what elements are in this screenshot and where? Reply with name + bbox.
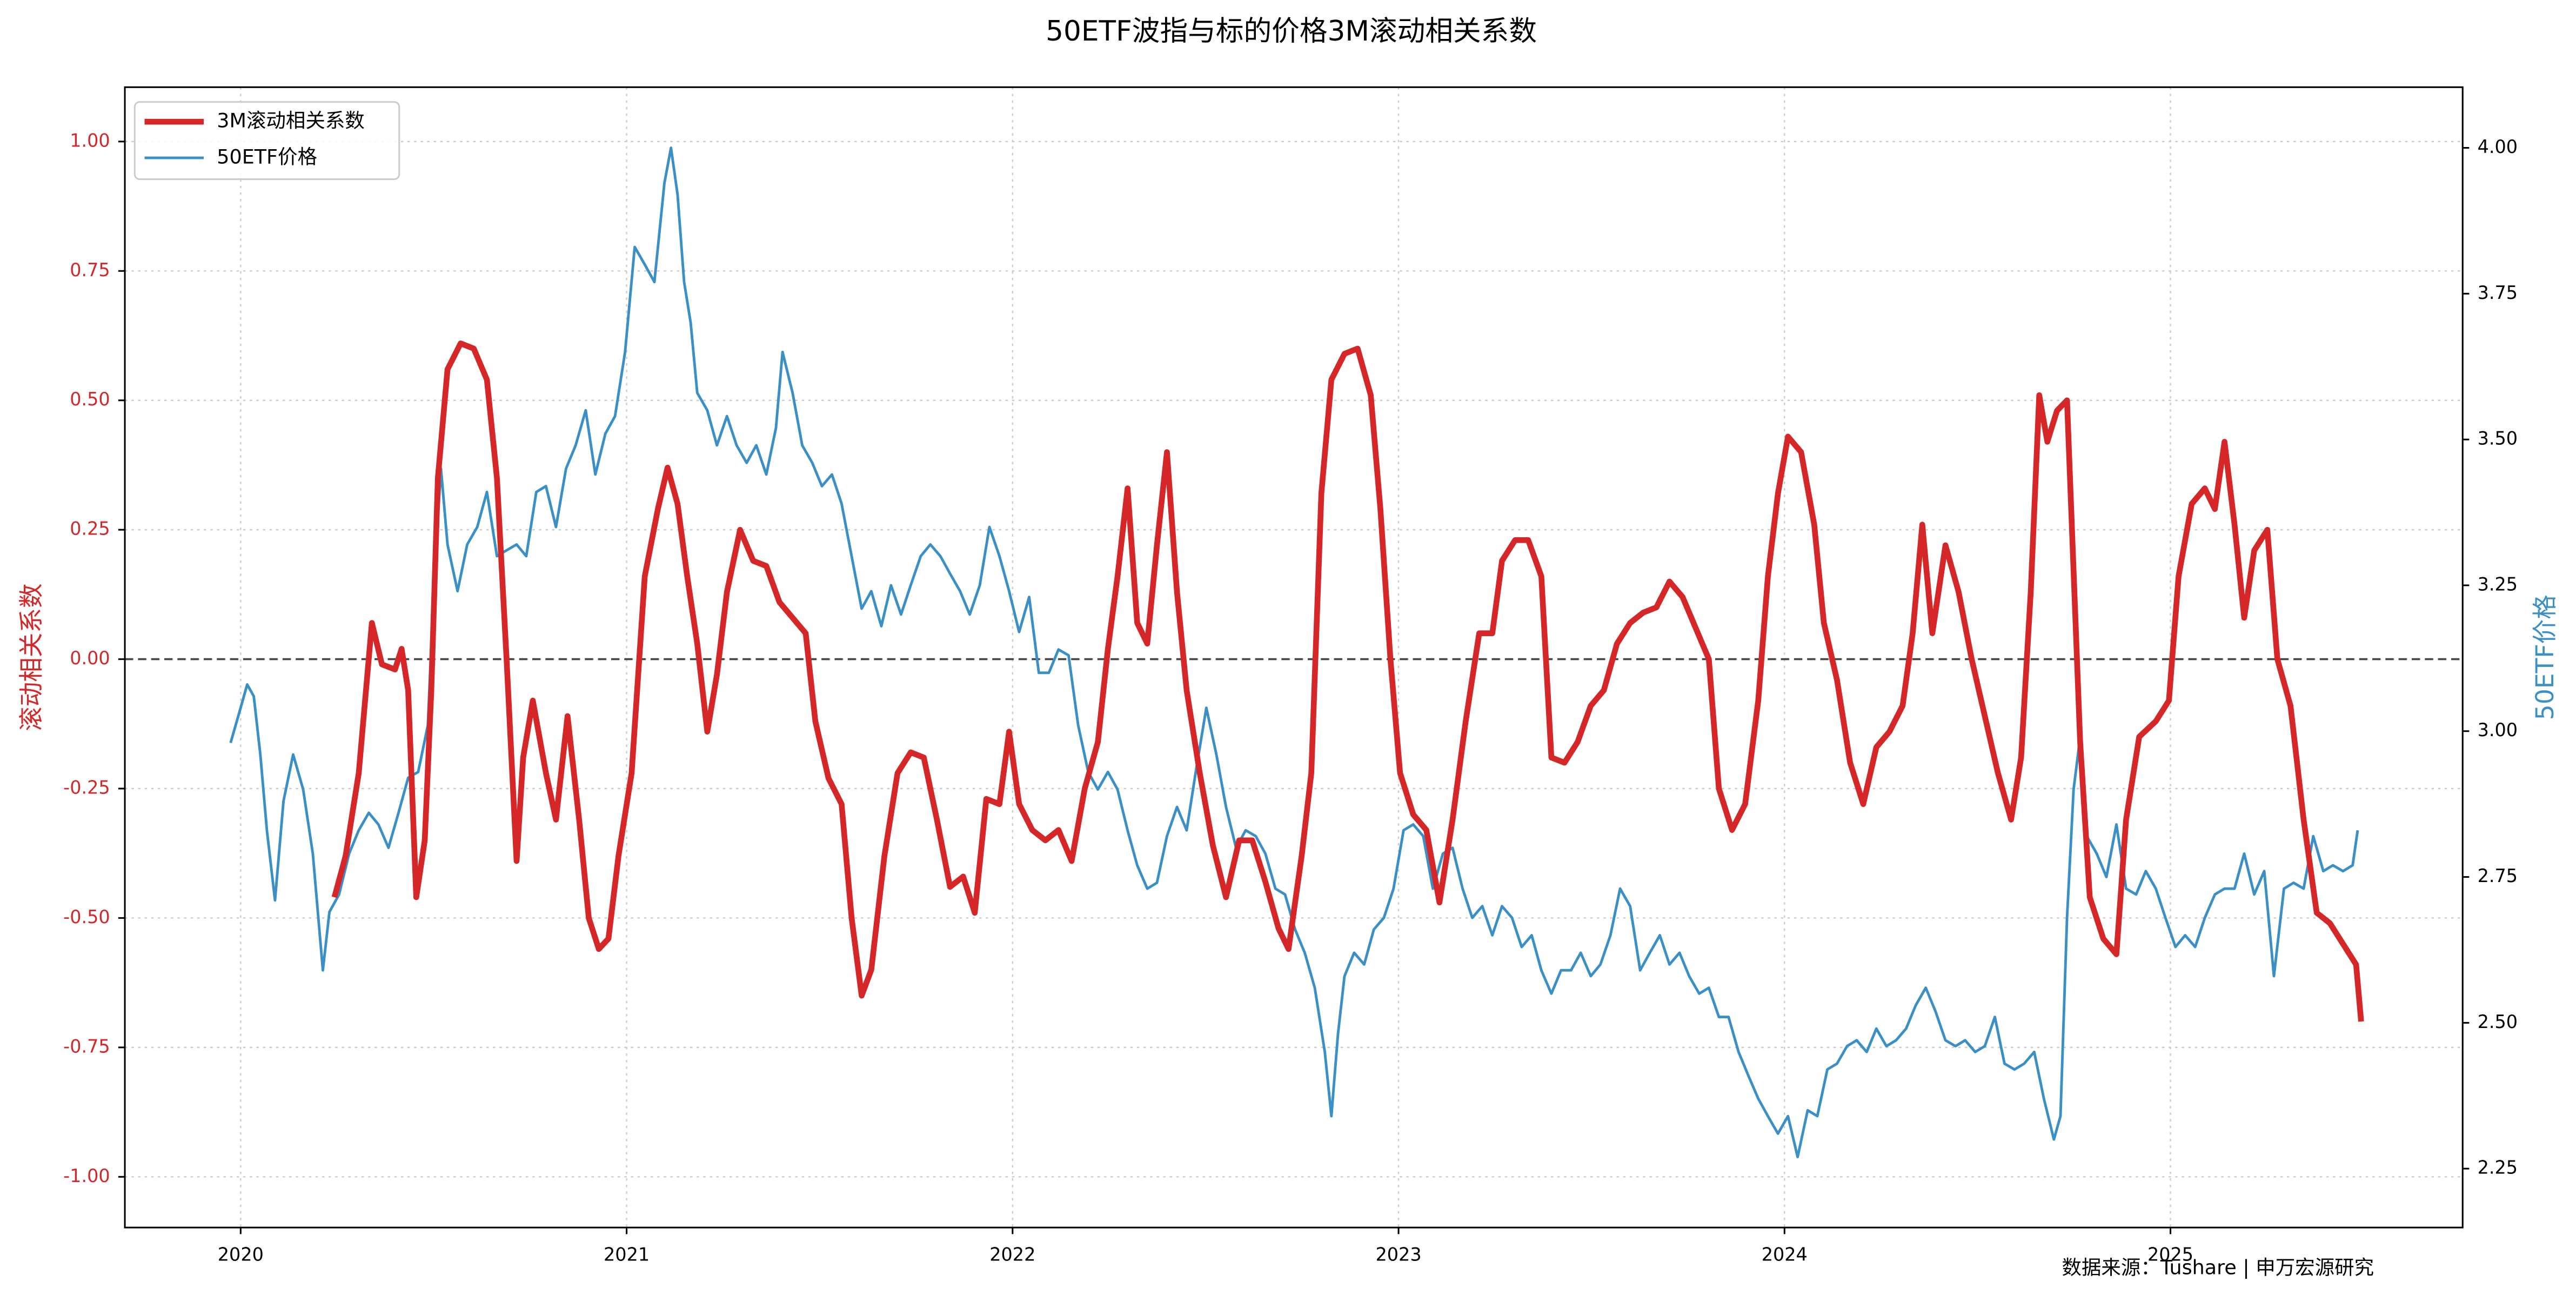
y-axis-label: 滚动相关系数 xyxy=(17,583,45,731)
y-tick-label: 0.75 xyxy=(70,259,110,281)
legend-label: 3M滚动相关系数 xyxy=(217,109,364,132)
chart-title: 50ETF波指与标的价格3M滚动相关系数 xyxy=(1046,15,1537,48)
y-tick-label: 1.00 xyxy=(70,130,110,151)
plot-frame xyxy=(124,86,2464,1229)
y-tick-label: -0.75 xyxy=(63,1036,110,1057)
x-tick-label: 2022 xyxy=(989,1244,1035,1265)
x-tick-label: 2020 xyxy=(218,1244,264,1265)
y-tick-label: 0.50 xyxy=(70,389,110,410)
series-line xyxy=(229,146,2359,1159)
series-line xyxy=(331,341,2364,1022)
legend: 3M滚动相关系数 50ETF价格 xyxy=(133,101,400,181)
y-tick-label: -1.00 xyxy=(63,1165,110,1186)
x-tick-label: 2023 xyxy=(1376,1244,1422,1265)
y-tick-label: 0.25 xyxy=(70,518,110,539)
y2-tick-label: 3.25 xyxy=(2478,573,2518,595)
y2-tick-label: 3.00 xyxy=(2478,719,2518,740)
y2-tick-label: 2.25 xyxy=(2478,1157,2518,1178)
y-tick-label: 0.00 xyxy=(70,647,110,669)
y-tick-label: -0.25 xyxy=(63,777,110,798)
y2-tick-label: 2.50 xyxy=(2478,1011,2518,1032)
y2-tick-label: 3.75 xyxy=(2478,282,2518,303)
source-note: 数据来源：Tushare | 申万宏源研究 xyxy=(2062,1256,2374,1280)
y-tick-label: -0.50 xyxy=(63,906,110,927)
y2-tick-label: 4.00 xyxy=(2478,136,2518,157)
x-tick-label: 2025 xyxy=(2147,1244,2193,1265)
y2-axis-label: 50ETF价格 xyxy=(2531,595,2559,720)
y2-tick-label: 3.50 xyxy=(2478,428,2518,449)
y2-tick-label: 2.75 xyxy=(2478,865,2518,886)
legend-label: 50ETF价格 xyxy=(217,145,317,169)
x-tick-label: 2021 xyxy=(604,1244,650,1265)
x-tick-label: 2024 xyxy=(1762,1244,1808,1265)
